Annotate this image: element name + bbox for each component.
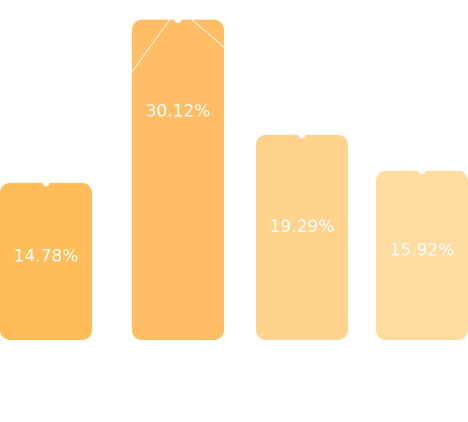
bar-notch-3 <box>298 131 306 139</box>
bar-value-label-4: 15.92% <box>390 240 455 260</box>
bar-labels-group: 14.78% 30.12% 19.29% 15.92% <box>14 102 455 267</box>
bar-value-label-3: 19.29% <box>270 217 335 237</box>
bar-notch-1 <box>42 179 50 187</box>
bar-3[interactable] <box>256 134 348 340</box>
bar-2[interactable] <box>132 19 224 341</box>
decorative-stroke-3 <box>299 117 349 129</box>
bar-notch-4 <box>418 167 426 175</box>
bars-group <box>0 7 468 341</box>
bar-1[interactable] <box>0 182 92 340</box>
decorative-stroke-1 <box>131 7 179 73</box>
bar-notch-2 <box>174 16 182 24</box>
decorative-stroke-2 <box>177 7 225 48</box>
bar-value-label-1: 14.78% <box>14 247 79 267</box>
bar-4[interactable] <box>376 170 468 340</box>
bar-value-label-2: 30.12% <box>146 102 211 122</box>
